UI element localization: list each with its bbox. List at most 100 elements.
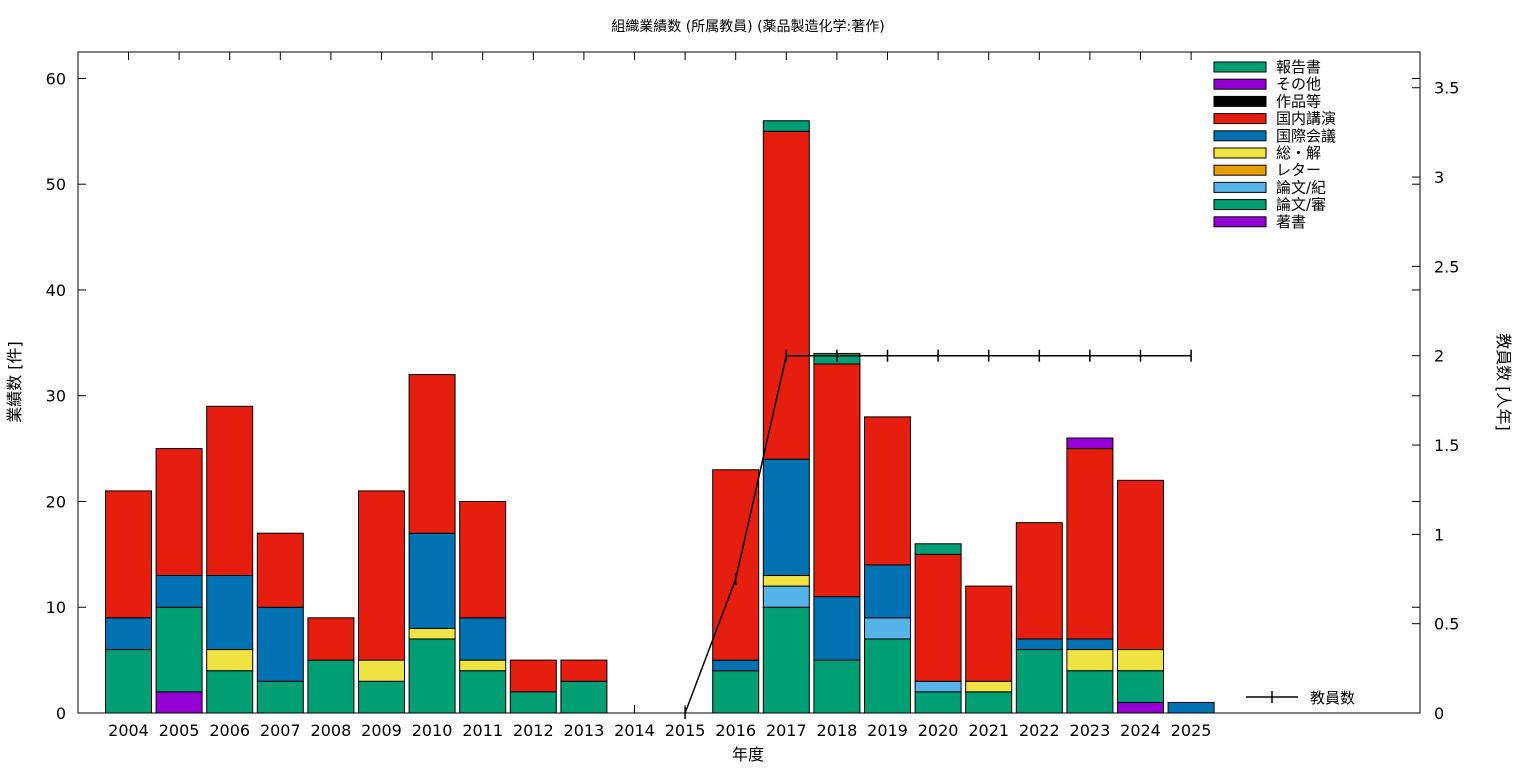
- legend-swatch: [1213, 95, 1267, 107]
- bar-segment: [105, 649, 152, 714]
- bar-segment: [762, 585, 810, 608]
- x-tick-label: 2007: [260, 721, 301, 740]
- bar-segment: [1015, 522, 1063, 640]
- bars: [105, 120, 1215, 714]
- legend-label: 国内講演: [1276, 110, 1336, 128]
- x-axis-label: 年度: [732, 745, 764, 764]
- bar-segment: [155, 691, 203, 714]
- legend-swatch: [1213, 113, 1267, 125]
- bar-segment: [965, 691, 1013, 714]
- y-tick-label: 50: [46, 175, 66, 194]
- bar-segment: [459, 659, 507, 672]
- bar-segment: [155, 575, 203, 608]
- bar-segment: [965, 585, 1013, 682]
- y-tick-label: 60: [46, 69, 66, 88]
- bar-segment: [105, 490, 152, 619]
- bar-segment: [358, 659, 405, 682]
- x-tick-label: 2008: [311, 721, 352, 740]
- bar-segment: [1015, 649, 1063, 714]
- bar-segment: [914, 691, 962, 714]
- bar-segment: [1117, 701, 1164, 714]
- y2-tick-label: 1.5: [1434, 436, 1459, 455]
- legend-label: 著書: [1276, 213, 1306, 231]
- bar-segment: [864, 638, 911, 714]
- bar-segment: [1117, 479, 1164, 651]
- bar-segment: [1066, 437, 1114, 450]
- legend-swatch: [1213, 78, 1267, 90]
- legend-swatch: [1213, 130, 1267, 142]
- x-tick-label: 2022: [1019, 721, 1060, 740]
- x-tick-label: 2009: [361, 721, 402, 740]
- bar-segment: [762, 606, 810, 714]
- bar-segment: [864, 617, 911, 640]
- bar-segment: [408, 627, 456, 640]
- x-tick-label: 2020: [918, 721, 959, 740]
- x-tick-label: 2021: [968, 721, 1009, 740]
- bar-segment: [1117, 649, 1164, 672]
- bar-segment: [914, 680, 962, 693]
- x-tick-label: 2012: [513, 721, 554, 740]
- x-tick-label: 2018: [817, 721, 858, 740]
- y2-axis-label: 教員数 [人年]: [1494, 333, 1513, 431]
- bar-segment: [307, 617, 355, 661]
- y2-tick-label: 2.5: [1434, 257, 1459, 276]
- bar-segment: [712, 469, 760, 661]
- y2-tick-label: 0: [1434, 704, 1444, 723]
- bar-segment: [762, 458, 810, 577]
- y-tick-label: 40: [46, 281, 66, 300]
- bar-segment: [206, 649, 254, 672]
- y2-tick-label: 3.5: [1434, 79, 1459, 98]
- bar-segment: [813, 659, 861, 714]
- bar-segment: [965, 680, 1013, 693]
- legend-swatch: [1213, 199, 1267, 211]
- legend-label: その他: [1276, 75, 1321, 93]
- y2-tick-label: 3: [1434, 168, 1444, 187]
- bar-segment: [712, 659, 760, 672]
- teacher-count-line: [684, 349, 1192, 719]
- bar-segment: [813, 363, 861, 598]
- bar-segment: [560, 680, 608, 714]
- y-tick-label: 30: [46, 387, 66, 406]
- bar-segment: [1117, 670, 1164, 703]
- y-axis-label: 業績数 [件]: [5, 341, 24, 423]
- bar-segment: [1066, 638, 1114, 651]
- bar-segment: [459, 617, 507, 661]
- y2-tick-label: 2: [1434, 347, 1444, 366]
- bar-segment: [914, 543, 962, 555]
- x-tick-labels: 2004 2005 2006 2007 2008 2009 2010 2011 2012 2013…: [108, 721, 1211, 740]
- bar-segment: [1066, 670, 1114, 714]
- legend-swatch: [1213, 61, 1267, 73]
- y-tick-label: 0: [56, 704, 66, 723]
- bar-segment: [762, 575, 810, 587]
- bar-segment: [206, 405, 254, 577]
- x-tick-label: 2011: [462, 721, 503, 740]
- bar-segment: [1167, 701, 1215, 714]
- bar-segment: [155, 448, 203, 577]
- chart-title: 組織業績数 (所属教員) (薬品製造化学:著作): [611, 19, 884, 35]
- x-tick-label: 2019: [867, 721, 908, 740]
- bar-segment: [712, 670, 760, 714]
- bar-segment: [408, 532, 456, 629]
- x-tick-label: 2004: [108, 721, 149, 740]
- x-tick-label: 2006: [209, 721, 250, 740]
- bar-segment: [1015, 638, 1063, 651]
- legend-label: 教員数: [1310, 689, 1355, 707]
- legend-label: 論文/審: [1276, 196, 1326, 214]
- bar-segment: [408, 638, 456, 714]
- bar-segment: [459, 670, 507, 714]
- bar-segment: [155, 606, 203, 693]
- legend-label: 報告書: [1276, 58, 1321, 76]
- bar-segment: [256, 680, 304, 714]
- bar-segment: [105, 617, 152, 651]
- x-tick-label: 2023: [1070, 721, 1111, 740]
- y2-tick-label: 1: [1434, 525, 1444, 544]
- bar-segment: [256, 606, 304, 682]
- bar-segment: [914, 553, 962, 682]
- bar-segment: [560, 659, 608, 682]
- legend-label: 総・解: [1276, 144, 1321, 162]
- bar-segment: [307, 659, 355, 714]
- bar-segment: [509, 659, 557, 693]
- y2-tick-label: 0.5: [1434, 615, 1459, 634]
